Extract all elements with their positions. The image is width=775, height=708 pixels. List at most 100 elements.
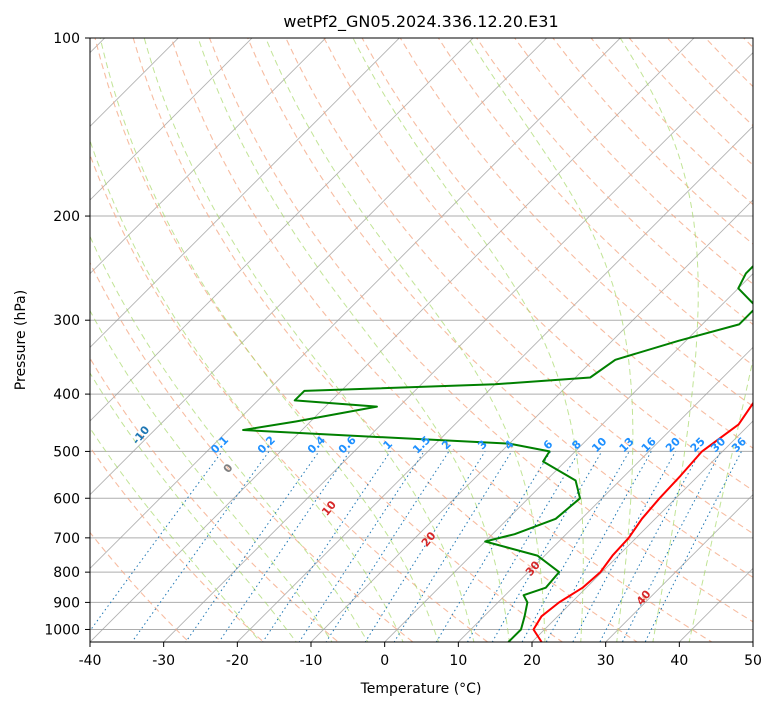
isotherm-line	[90, 38, 548, 496]
dry-adiabat-label: 20	[419, 529, 439, 549]
x-tick-label: 40	[670, 653, 688, 669]
mixing-ratio-line	[521, 451, 630, 642]
x-axis-label: Temperature (°C)	[360, 681, 482, 697]
mixing-ratio-line	[131, 451, 270, 642]
isotherm-line	[310, 199, 753, 642]
dry-adiabat-label: 40	[634, 587, 654, 607]
dry-adiabat	[94, 38, 564, 642]
dry-adiabat	[590, 38, 753, 206]
isotherm-line	[384, 273, 753, 642]
isotherm-line	[90, 38, 474, 422]
isotherm-line	[236, 125, 753, 642]
dry-adiabat	[90, 446, 265, 642]
moist-adiabat	[90, 372, 297, 642]
mixing-ratio-line	[599, 451, 701, 642]
mixing-ratio-line	[262, 451, 391, 642]
moist-adiabat	[90, 235, 369, 642]
y-tick-label: 200	[53, 209, 80, 225]
isotherm-line	[90, 38, 400, 348]
moist-adiabat	[467, 38, 634, 642]
mixing-ratio-line	[90, 451, 223, 632]
mixing-ratio-line	[572, 451, 676, 642]
isotherm-line	[531, 420, 753, 642]
mixing-ratio-label: 1.5	[410, 433, 433, 456]
mixing-ratio-label: 25	[688, 435, 708, 455]
moist-adiabat	[143, 38, 475, 642]
mixing-ratio-line	[393, 451, 513, 642]
dry-adiabat	[323, 38, 753, 492]
mixing-ratio-line	[644, 451, 742, 642]
mixing-ratio-label: 0.1	[208, 433, 231, 456]
mixing-ratio-line	[435, 451, 552, 642]
background-labels: 0.10.20.40.611.52346810131620253036-100-…	[130, 423, 750, 608]
isotherm-line	[752, 641, 753, 642]
dry-adiabat	[132, 38, 639, 642]
x-tick-label: 30	[597, 653, 615, 669]
moist-adiabat	[90, 309, 333, 642]
sounding-line	[242, 264, 753, 642]
series-lines	[242, 264, 753, 642]
axis-ticks: -40 -30 -20 -10 0 10 20 30 40 5010020030040050060…	[44, 31, 762, 669]
dry-adiabat-label: 30	[523, 558, 543, 578]
y-tick-label: 800	[53, 565, 80, 581]
dry-adiabat	[705, 38, 753, 88]
mixing-ratio-line	[325, 451, 450, 642]
mixing-ratio-line	[466, 451, 580, 642]
mixing-ratio-label: 3	[475, 438, 490, 453]
y-tick-label: 400	[53, 387, 80, 403]
mixing-ratio-label: 0.4	[305, 433, 328, 456]
dry-adiabat	[514, 38, 753, 285]
x-tick-label: -40	[79, 653, 102, 669]
moist-adiabat	[619, 38, 699, 642]
x-tick-label: 50	[744, 653, 762, 669]
isotherm-line	[90, 38, 695, 642]
dry-adiabat-label: 10	[319, 498, 339, 518]
sounding-line	[532, 401, 753, 642]
isotherm-line	[90, 38, 253, 201]
dry-adiabat	[666, 38, 753, 127]
moist-adiabat	[265, 38, 546, 642]
moist-adiabat	[197, 38, 510, 642]
moist-adiabat	[90, 139, 404, 642]
dry-adiabat	[361, 38, 753, 449]
dry-adiabat	[285, 38, 753, 535]
mixing-ratio-label: 8	[569, 438, 584, 453]
isotherm-line	[90, 38, 179, 127]
x-tick-label: 20	[523, 653, 541, 669]
y-tick-label: 1000	[44, 622, 80, 638]
dry-adiabat	[247, 38, 753, 578]
dry-adiabat-label: -10	[130, 423, 153, 447]
y-axis-label: Pressure (hPa)	[13, 290, 29, 390]
y-tick-label: 900	[53, 595, 80, 611]
mixing-ratio-line	[185, 451, 320, 642]
moist-adiabat	[688, 356, 753, 642]
isotherm-line	[90, 38, 621, 569]
dry-adiabat	[437, 38, 753, 366]
mixing-ratio-line	[491, 451, 603, 642]
mixing-ratio-line	[545, 451, 652, 642]
x-tick-label: -20	[226, 653, 249, 669]
moist-adiabat	[352, 38, 584, 642]
dry-adiabat	[90, 357, 340, 642]
isotherm-line	[605, 494, 753, 642]
y-tick-label: 300	[53, 313, 80, 329]
y-tick-label: 700	[53, 531, 80, 547]
mixing-ratio-line	[298, 451, 425, 642]
dry-adiabat	[90, 153, 489, 642]
plot-frame	[89, 37, 754, 643]
y-tick-label: 600	[53, 491, 80, 507]
dry-adiabat	[90, 261, 414, 642]
mixing-ratio-line	[621, 451, 722, 642]
x-tick-label: 10	[449, 653, 467, 669]
isotherm-line	[163, 52, 753, 642]
moist-adiabat	[99, 38, 440, 642]
chart-title: wetPf2_GN05.2024.336.12.20.E31	[283, 12, 558, 32]
moist-adiabat	[90, 427, 261, 642]
isotherm-line	[678, 567, 753, 642]
y-tick-label: 500	[53, 444, 80, 460]
x-tick-label: -10	[300, 653, 323, 669]
isotherm-line	[457, 346, 753, 642]
isotherm-line	[90, 38, 327, 275]
background-lines	[90, 38, 753, 642]
